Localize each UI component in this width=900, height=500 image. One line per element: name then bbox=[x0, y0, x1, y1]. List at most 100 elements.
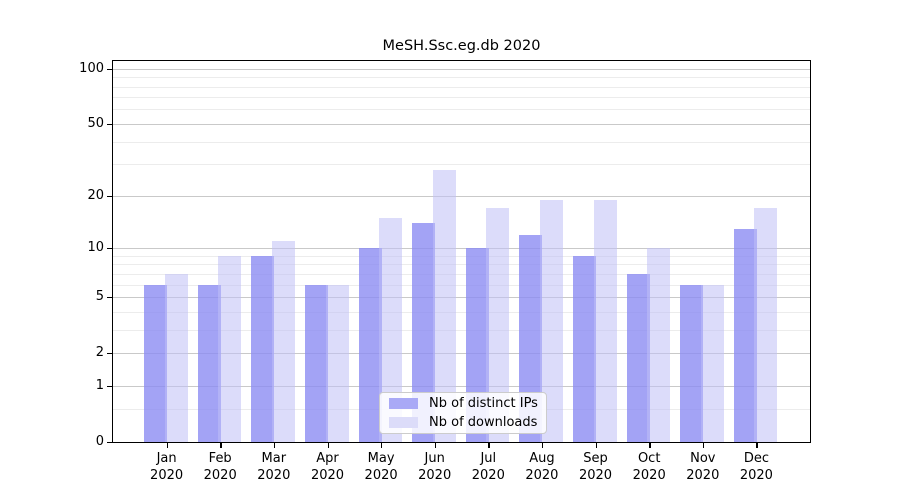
bar-downloads bbox=[271, 241, 295, 442]
minor-gridline bbox=[113, 273, 810, 275]
bar-downloads bbox=[486, 208, 510, 442]
y-tick-mark bbox=[107, 385, 113, 388]
y-tick-mark bbox=[107, 195, 113, 198]
x-axis-tick-label: Apr 2020 bbox=[296, 451, 360, 484]
y-tick-mark bbox=[107, 123, 113, 126]
x-tick-mark bbox=[220, 442, 222, 448]
legend-swatch-distinct-ips bbox=[389, 398, 418, 409]
x-tick-year: 2020 bbox=[418, 467, 452, 483]
major-gridline bbox=[113, 353, 810, 355]
x-tick-mark bbox=[327, 442, 329, 448]
x-tick-year: 2020 bbox=[632, 467, 666, 483]
major-gridline bbox=[113, 248, 810, 249]
x-tick-mark bbox=[756, 442, 758, 448]
x-tick-mark bbox=[381, 442, 383, 448]
bar-distinct-ips bbox=[251, 255, 275, 442]
x-axis-tick-label: Jan 2020 bbox=[135, 451, 199, 484]
bar-distinct-ips bbox=[573, 255, 596, 442]
x-tick-month: Jul bbox=[480, 451, 497, 466]
y-axis-tick-label: 2 bbox=[95, 345, 104, 361]
x-tick-year: 2020 bbox=[203, 467, 237, 483]
legend-label-distinct-ips: Nb of distinct IPs bbox=[429, 396, 538, 411]
bar-downloads bbox=[647, 248, 671, 442]
x-tick-year: 2020 bbox=[364, 467, 398, 483]
major-gridline bbox=[113, 68, 810, 70]
bar-distinct-ips bbox=[733, 228, 757, 442]
y-axis-tick-label: 10 bbox=[87, 240, 104, 255]
minor-gridline bbox=[113, 311, 810, 313]
y-tick-mark bbox=[107, 297, 113, 299]
bar-distinct-ips bbox=[519, 234, 543, 442]
x-tick-mark bbox=[649, 442, 651, 448]
x-tick-month: Feb bbox=[208, 451, 232, 466]
bar-distinct-ips bbox=[144, 284, 168, 442]
plot-area: Nb of distinct IPs Nb of downloads bbox=[112, 60, 811, 443]
major-gridline bbox=[113, 195, 810, 197]
x-tick-month: Sep bbox=[583, 451, 608, 466]
major-gridline bbox=[113, 297, 810, 298]
x-tick-year: 2020 bbox=[310, 467, 345, 483]
x-tick-year: 2020 bbox=[578, 467, 613, 483]
bar-downloads bbox=[218, 255, 242, 442]
x-tick-month: Jan bbox=[156, 451, 177, 466]
bar-downloads bbox=[593, 199, 617, 442]
bar-distinct-ips bbox=[358, 248, 382, 442]
bar-distinct-ips bbox=[305, 284, 328, 442]
y-axis-tick-label: 100 bbox=[79, 60, 104, 76]
x-tick-month: Jun bbox=[424, 451, 445, 466]
x-tick-year: 2020 bbox=[739, 467, 773, 483]
x-axis-tick-label: May 2020 bbox=[349, 451, 413, 484]
x-tick-mark bbox=[702, 442, 705, 448]
x-axis-tick-label: Sep 2020 bbox=[564, 451, 628, 484]
legend-item-distinct-ips: Nb of distinct IPs bbox=[389, 396, 540, 411]
x-axis-tick-label: Feb 2020 bbox=[188, 451, 252, 484]
bar-distinct-ips bbox=[197, 284, 221, 442]
x-axis-tick-label: Jul 2020 bbox=[456, 451, 520, 484]
legend-swatch-downloads bbox=[389, 417, 418, 428]
x-tick-year: 2020 bbox=[257, 467, 291, 483]
x-tick-month: May bbox=[367, 451, 395, 466]
bar-downloads bbox=[379, 217, 403, 442]
y-axis-tick-label: 20 bbox=[87, 187, 104, 203]
x-tick-mark bbox=[434, 442, 437, 448]
minor-gridline bbox=[113, 284, 810, 286]
x-tick-year: 2020 bbox=[150, 467, 184, 483]
minor-gridline bbox=[113, 141, 810, 143]
minor-gridline bbox=[113, 264, 810, 266]
y-tick-mark bbox=[107, 248, 113, 250]
minor-gridline bbox=[113, 329, 810, 331]
bar-downloads bbox=[700, 284, 724, 442]
x-axis-tick-label: Mar 2020 bbox=[242, 451, 306, 484]
x-tick-year: 2020 bbox=[471, 467, 505, 483]
bar-distinct-ips bbox=[680, 284, 704, 442]
minor-gridline bbox=[113, 109, 810, 111]
minor-gridline bbox=[113, 255, 810, 257]
minor-gridline bbox=[113, 164, 810, 166]
x-tick-mark bbox=[541, 442, 544, 448]
minor-gridline bbox=[113, 97, 810, 99]
bar-distinct-ips bbox=[412, 222, 436, 442]
y-axis-tick-label: 5 bbox=[95, 289, 104, 304]
bar-downloads bbox=[164, 273, 188, 442]
major-gridline bbox=[113, 123, 810, 125]
legend-item-downloads: Nb of downloads bbox=[389, 415, 540, 430]
bar-downloads bbox=[432, 169, 456, 442]
x-axis-tick-label: Nov 2020 bbox=[671, 451, 735, 484]
x-axis-tick-label: Dec 2020 bbox=[724, 451, 788, 484]
x-tick-mark bbox=[273, 442, 276, 448]
bar-downloads bbox=[754, 208, 778, 442]
legend-label-downloads: Nb of downloads bbox=[429, 415, 538, 430]
x-tick-mark bbox=[166, 442, 168, 448]
minor-gridline bbox=[113, 77, 810, 79]
major-gridline bbox=[113, 385, 810, 387]
bar-distinct-ips bbox=[626, 273, 650, 442]
x-tick-mark bbox=[488, 442, 490, 448]
bar-downloads bbox=[539, 199, 563, 442]
x-axis-tick-label: Jun 2020 bbox=[403, 451, 467, 484]
x-tick-year: 2020 bbox=[525, 467, 559, 483]
minor-gridline bbox=[113, 86, 810, 88]
y-tick-mark bbox=[107, 442, 113, 444]
x-tick-month: Oct bbox=[637, 451, 661, 466]
x-tick-month: Dec bbox=[743, 451, 769, 466]
